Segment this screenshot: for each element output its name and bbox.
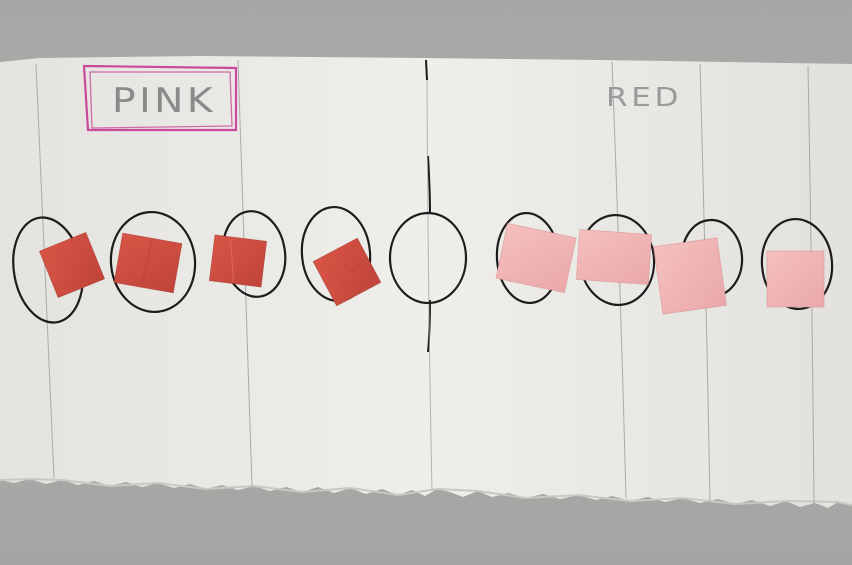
red-square [208,234,268,288]
paper-torn-edge-shadow [0,477,852,506]
red-square [38,231,106,299]
oval [109,210,197,314]
center-pencil-line [426,79,433,491]
pencil-line [35,63,55,479]
pink-squares [495,222,825,315]
pink-square [495,222,577,294]
red-label-text: RED [606,83,682,113]
pink-label-box [82,64,238,132]
pink-label-text: PINK [112,81,216,121]
pink-square [653,237,727,315]
oval [760,217,834,311]
red-square [312,237,382,307]
pink-square [575,229,653,285]
pink-square [766,250,825,308]
center-oval [388,211,468,305]
paper-strip [0,56,852,508]
red-squares [38,231,382,307]
red-square [113,232,183,294]
